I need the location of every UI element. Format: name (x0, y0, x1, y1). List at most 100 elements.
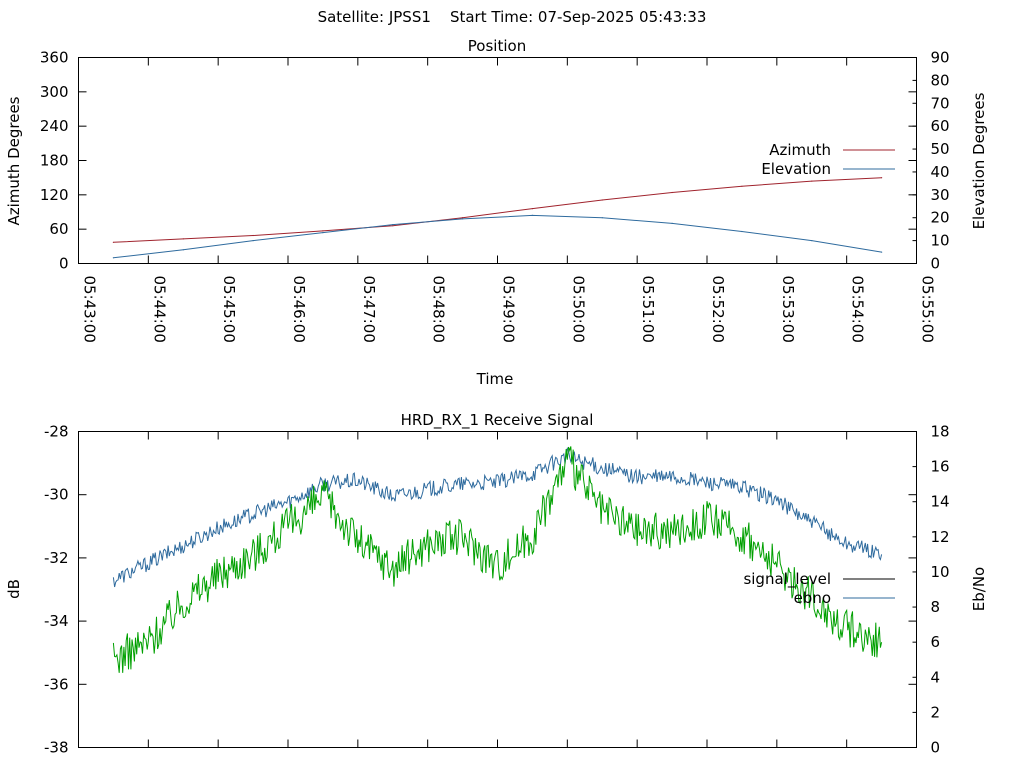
data-point-elevation (392, 224, 394, 226)
data-point-elevation (601, 217, 603, 219)
legend-label: ebno (794, 589, 831, 607)
x-tick-label: 05:54:00 (849, 276, 867, 343)
y-tick-label: 60 (49, 220, 68, 238)
y2-tick-label: 40 (931, 163, 950, 181)
data-point-azimuth (601, 199, 603, 201)
signal-chart-title: HRD_RX_1 Receive Signal (401, 411, 594, 430)
signal-y-ticks: -38 -36 -34 -32 -30 -28 (44, 423, 917, 757)
y2-tick-label: 10 (931, 563, 950, 581)
y2-tick-label: 14 (931, 493, 950, 511)
data-point-elevation (322, 232, 324, 234)
data-point-elevation (252, 240, 254, 242)
position-chart-title: Position (468, 37, 526, 55)
position-x-ticks: 05:43:00 05:44:00 05:45:00 05:46:00 05:47:00… (78, 57, 937, 343)
y2-tick-label: 8 (931, 598, 941, 616)
y-tick-label: 180 (40, 152, 69, 170)
y2-tick-label: 30 (931, 186, 950, 204)
signal-x-ticks (78, 431, 917, 748)
x-tick-label: 05:44:00 (150, 276, 168, 343)
legend-label: signal_level (743, 570, 831, 589)
x-tick-label: 05:53:00 (779, 276, 797, 343)
data-point-azimuth (392, 225, 394, 227)
x-tick-label: 05:43:00 (81, 276, 99, 343)
legend-label: Azimuth (769, 141, 831, 159)
data-point-elevation (531, 214, 534, 216)
y2-tick-label: 12 (931, 528, 950, 546)
data-point-azimuth (182, 238, 184, 240)
position-series (112, 177, 883, 259)
data-point-elevation (462, 218, 464, 220)
x-tick-label: 05:50:00 (569, 276, 587, 343)
series-line-azimuth (113, 177, 882, 243)
y-tick-label: 300 (40, 83, 69, 101)
x-tick-label: 05:46:00 (290, 276, 308, 343)
x-tick-label: 05:45:00 (220, 276, 238, 343)
y-tick-label: 240 (40, 117, 69, 135)
y2-tick-label: 90 (931, 49, 950, 67)
y2-tick-label: 2 (931, 703, 941, 721)
x-tick-label: 05:55:00 (919, 276, 937, 343)
legend-label: Elevation (761, 160, 831, 178)
signal-y-axis-label: dB (5, 579, 23, 599)
y2-tick-label: 60 (931, 117, 950, 135)
y-tick-label: -34 (44, 612, 69, 630)
signal-chart: HRD_RX_1 Receive Signal dB Eb/No -38-36-… (5, 411, 988, 757)
x-tick-label: 05:48:00 (430, 276, 448, 343)
data-point-azimuth (671, 191, 673, 194)
data-point-azimuth (462, 217, 464, 219)
position-x-axis-label: Time (476, 370, 514, 388)
position-chart: Position Azimuth Degrees Elevation Degre… (5, 37, 988, 388)
data-point-azimuth (322, 230, 324, 232)
x-tick-label: 05:49:00 (500, 276, 518, 343)
data-point-elevation (182, 249, 184, 251)
y2-tick-label: 70 (931, 94, 950, 112)
y-tick-label: -32 (44, 549, 69, 567)
data-point-azimuth (252, 234, 254, 237)
x-tick-label: 05:51:00 (639, 276, 657, 343)
data-point-elevation (112, 257, 114, 259)
data-point-elevation (671, 222, 673, 224)
y2-tick-label: 6 (931, 633, 941, 651)
data-point-azimuth (112, 241, 114, 243)
signal-y2-ticks: 0 2 4 6 8 10 12 14 16 18 (912, 423, 950, 757)
y2-tick-label: 10 (931, 232, 950, 250)
y2-tick-label: 80 (931, 71, 950, 89)
y2-tick-label: 50 (931, 140, 950, 158)
data-point-elevation (741, 230, 743, 233)
y2-tick-label: 20 (931, 209, 950, 227)
y-tick-label: 120 (40, 186, 69, 204)
y2-tick-label: 18 (931, 423, 950, 441)
data-point-elevation (881, 251, 883, 253)
series-line-unnamed-2 (112, 446, 883, 673)
y2-tick-label: 16 (931, 458, 950, 476)
position-y-axis-label: Azimuth Degrees (5, 96, 23, 225)
y-tick-label: -30 (44, 486, 69, 504)
y2-tick-label: 4 (931, 668, 941, 686)
signal-plot-frame (78, 431, 917, 748)
y-tick-label: -36 (44, 675, 69, 693)
position-y-ticks: 0 60 120 180 240 300 360 (40, 49, 917, 273)
y-tick-label: 360 (40, 49, 69, 67)
data-point-azimuth (531, 208, 534, 210)
y-tick-label: -38 (44, 739, 69, 757)
y-tick-label: -28 (44, 423, 69, 441)
series-line-elevation (113, 214, 882, 259)
x-tick-label: 05:52:00 (709, 276, 727, 343)
data-point-azimuth (741, 185, 743, 187)
y2-tick-label: 0 (931, 739, 941, 757)
data-point-azimuth (811, 180, 813, 182)
y2-tick-label: 0 (931, 255, 941, 273)
position-y2-axis-label: Elevation Degrees (970, 92, 988, 229)
position-y2-ticks: 0 10 20 30 40 50 60 70 80 90 (912, 49, 950, 273)
data-point-elevation (811, 240, 813, 242)
data-point-azimuth (881, 177, 883, 179)
series-line-ebno (112, 447, 883, 588)
x-tick-label: 05:47:00 (360, 276, 378, 343)
page-title: Satellite: JPSS1 Start Time: 07-Sep-2025… (318, 8, 707, 26)
signal-series (112, 446, 883, 673)
y-tick-label: 0 (59, 255, 69, 273)
signal-y2-axis-label: Eb/No (970, 567, 988, 611)
